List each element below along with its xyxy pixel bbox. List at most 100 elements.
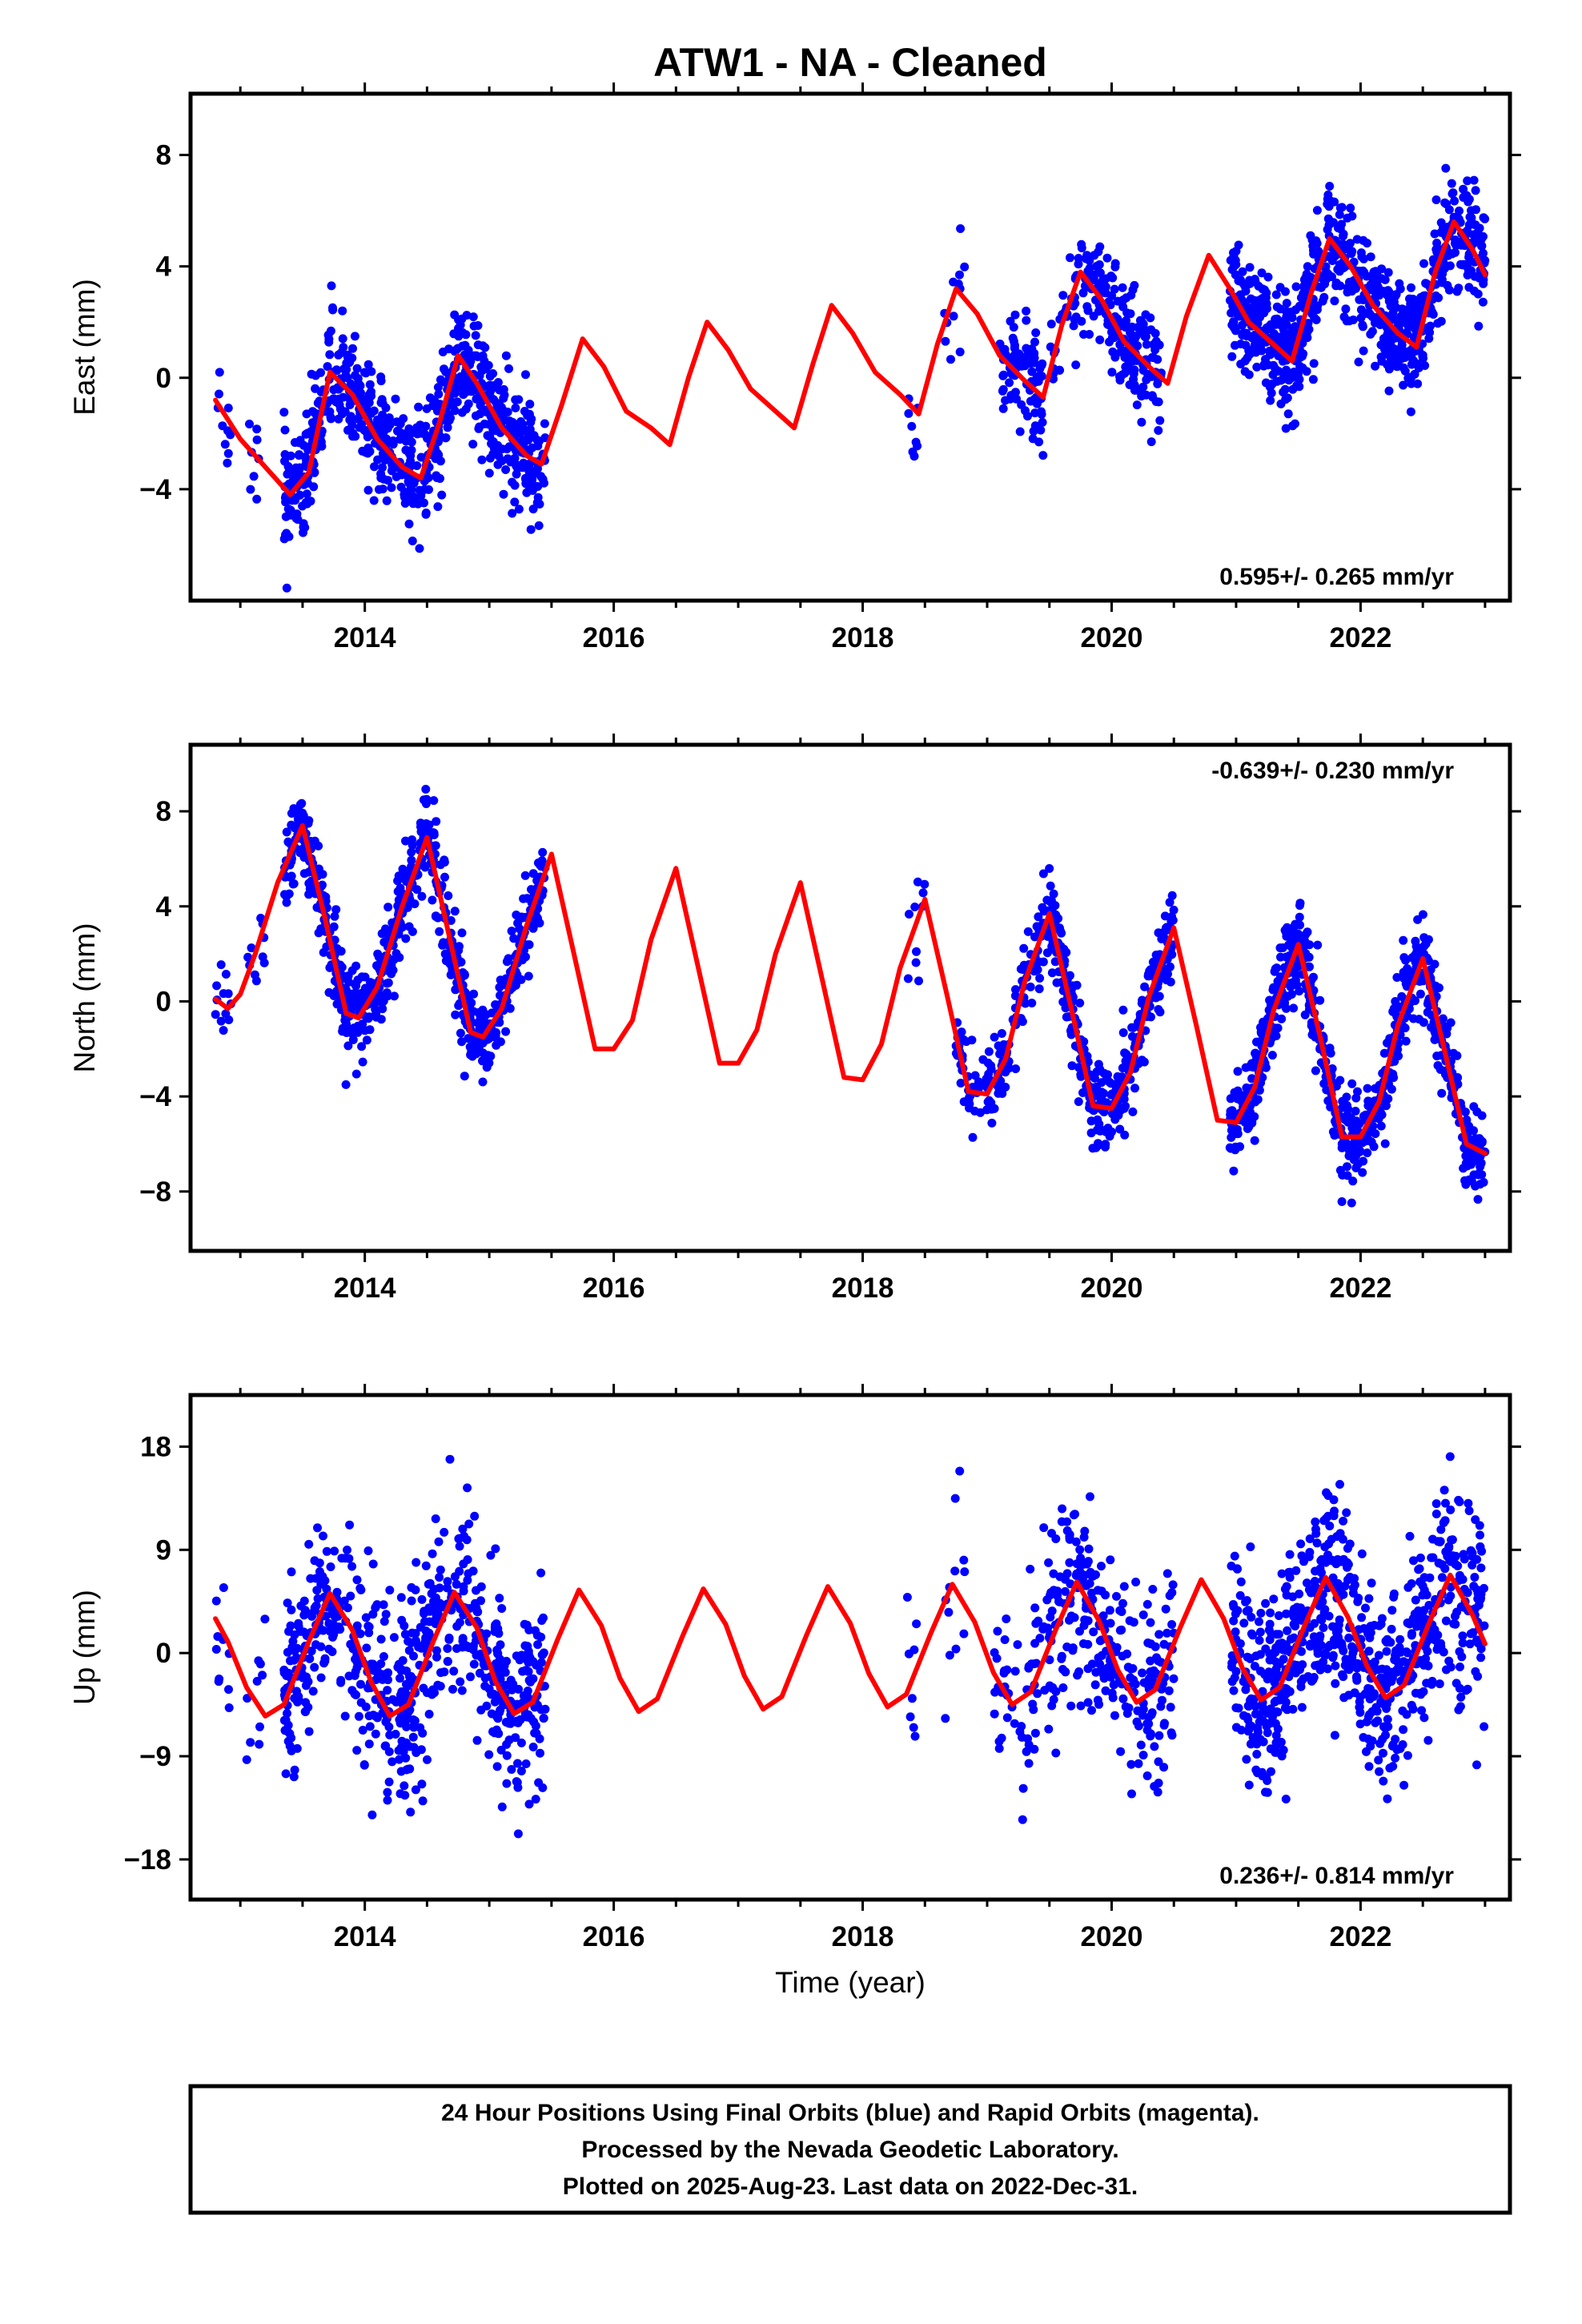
east-data-point	[1035, 364, 1045, 373]
east-x-tick-label: 2022	[1329, 622, 1391, 653]
east-data-point	[1288, 421, 1298, 431]
east-data-point	[1449, 212, 1459, 222]
up-data-point	[536, 1658, 546, 1667]
up-data-point	[1057, 1517, 1066, 1526]
east-data-point	[291, 513, 301, 523]
north-data-point	[1295, 987, 1304, 996]
up-data-point	[497, 1604, 507, 1613]
east-data-point	[299, 522, 308, 532]
up-data-point	[492, 1646, 502, 1655]
north-data-point	[1399, 935, 1408, 945]
north-data-point	[1363, 1084, 1372, 1093]
east-data-point	[510, 497, 520, 507]
up-data-point	[534, 1778, 544, 1787]
north-data-point	[401, 934, 411, 943]
east-data-point	[524, 459, 534, 468]
north-data-point	[450, 907, 460, 916]
up-data-point	[1083, 1557, 1093, 1566]
east-data-point	[1118, 283, 1127, 292]
east-data-point	[1106, 300, 1115, 310]
east-data-point	[1439, 223, 1448, 232]
north-data-point	[1415, 989, 1425, 999]
east-data-point	[1030, 337, 1039, 347]
east-model-curve	[213, 219, 1488, 497]
up-data-point	[327, 1647, 337, 1656]
up-data-point	[469, 1659, 479, 1669]
east-data-point	[1356, 248, 1366, 258]
north-data-point	[416, 818, 425, 828]
north-data-point	[980, 1080, 990, 1090]
up-data-point	[343, 1603, 352, 1613]
north-data-point	[451, 1010, 460, 1019]
east-data-point	[1339, 242, 1348, 251]
north-data-point	[348, 1035, 358, 1044]
up-data-point	[424, 1710, 434, 1719]
east-data-point	[246, 485, 255, 494]
east-data-point	[1102, 253, 1112, 263]
east-data-point	[501, 465, 511, 474]
east-data-point	[459, 389, 468, 399]
east-data-point	[1479, 213, 1488, 223]
up-data-point	[1112, 1591, 1121, 1601]
north-data-point	[1303, 927, 1312, 937]
north-data-point	[1010, 991, 1020, 1000]
up-data-point	[1034, 1616, 1043, 1626]
east-data-point	[346, 379, 355, 388]
east-data-point	[1425, 328, 1435, 337]
north-data-point	[1381, 1101, 1391, 1111]
north-data-point	[396, 883, 405, 893]
east-data-point	[408, 537, 417, 545]
up-data-point	[379, 1617, 389, 1626]
north-x-tick-label: 2014	[334, 1273, 396, 1304]
east-data-point	[1467, 215, 1476, 224]
up-data-point	[1030, 1603, 1040, 1613]
east-data-point	[436, 375, 445, 384]
north-data-point	[1291, 970, 1300, 979]
up-data-point	[470, 1511, 480, 1521]
up-data-point	[322, 1546, 331, 1556]
east-data-point	[1275, 304, 1285, 314]
east-data-point	[1341, 304, 1351, 314]
up-data-point	[1002, 1614, 1011, 1623]
north-data-point	[1074, 1063, 1083, 1072]
east-data-point	[1295, 382, 1304, 392]
east-data-point	[508, 509, 517, 518]
up-data-point	[1032, 1659, 1041, 1668]
east-data-point	[1366, 280, 1375, 290]
east-data-point	[1146, 325, 1156, 335]
up-data-point	[1122, 1649, 1132, 1659]
east-data-point	[1399, 347, 1409, 356]
east-data-point	[1450, 196, 1460, 206]
up-data-point	[315, 1567, 324, 1576]
north-data-point	[446, 970, 456, 979]
up-data-point	[1013, 1640, 1022, 1650]
up-data-point	[400, 1621, 409, 1630]
north-data-point	[1432, 1051, 1442, 1061]
up-data-point	[1164, 1686, 1174, 1695]
up-data-point	[512, 1777, 521, 1787]
north-data-point	[1355, 1119, 1364, 1128]
north-data-point	[1393, 1045, 1403, 1054]
east-data-point	[290, 438, 299, 447]
north-data-point	[1380, 1139, 1390, 1148]
north-data-point	[997, 1029, 1006, 1038]
up-data-point	[380, 1741, 390, 1751]
north-data-point	[1295, 901, 1304, 911]
north-data-point	[1319, 1079, 1329, 1088]
north-data-point	[290, 823, 299, 833]
north-data-point	[1351, 1093, 1361, 1103]
north-data-point	[1062, 1012, 1071, 1022]
east-data-point	[471, 331, 480, 340]
east-data-point	[1287, 313, 1297, 323]
north-data-point	[1343, 1162, 1351, 1172]
up-data-point	[459, 1559, 468, 1569]
east-data-point	[1475, 223, 1484, 233]
east-data-point	[1094, 260, 1104, 269]
east-data-point	[1472, 205, 1480, 215]
up-data-point	[472, 1651, 481, 1660]
north-data-point	[1118, 1005, 1128, 1015]
east-data-point	[1386, 361, 1395, 371]
east-data-point	[1083, 266, 1093, 275]
